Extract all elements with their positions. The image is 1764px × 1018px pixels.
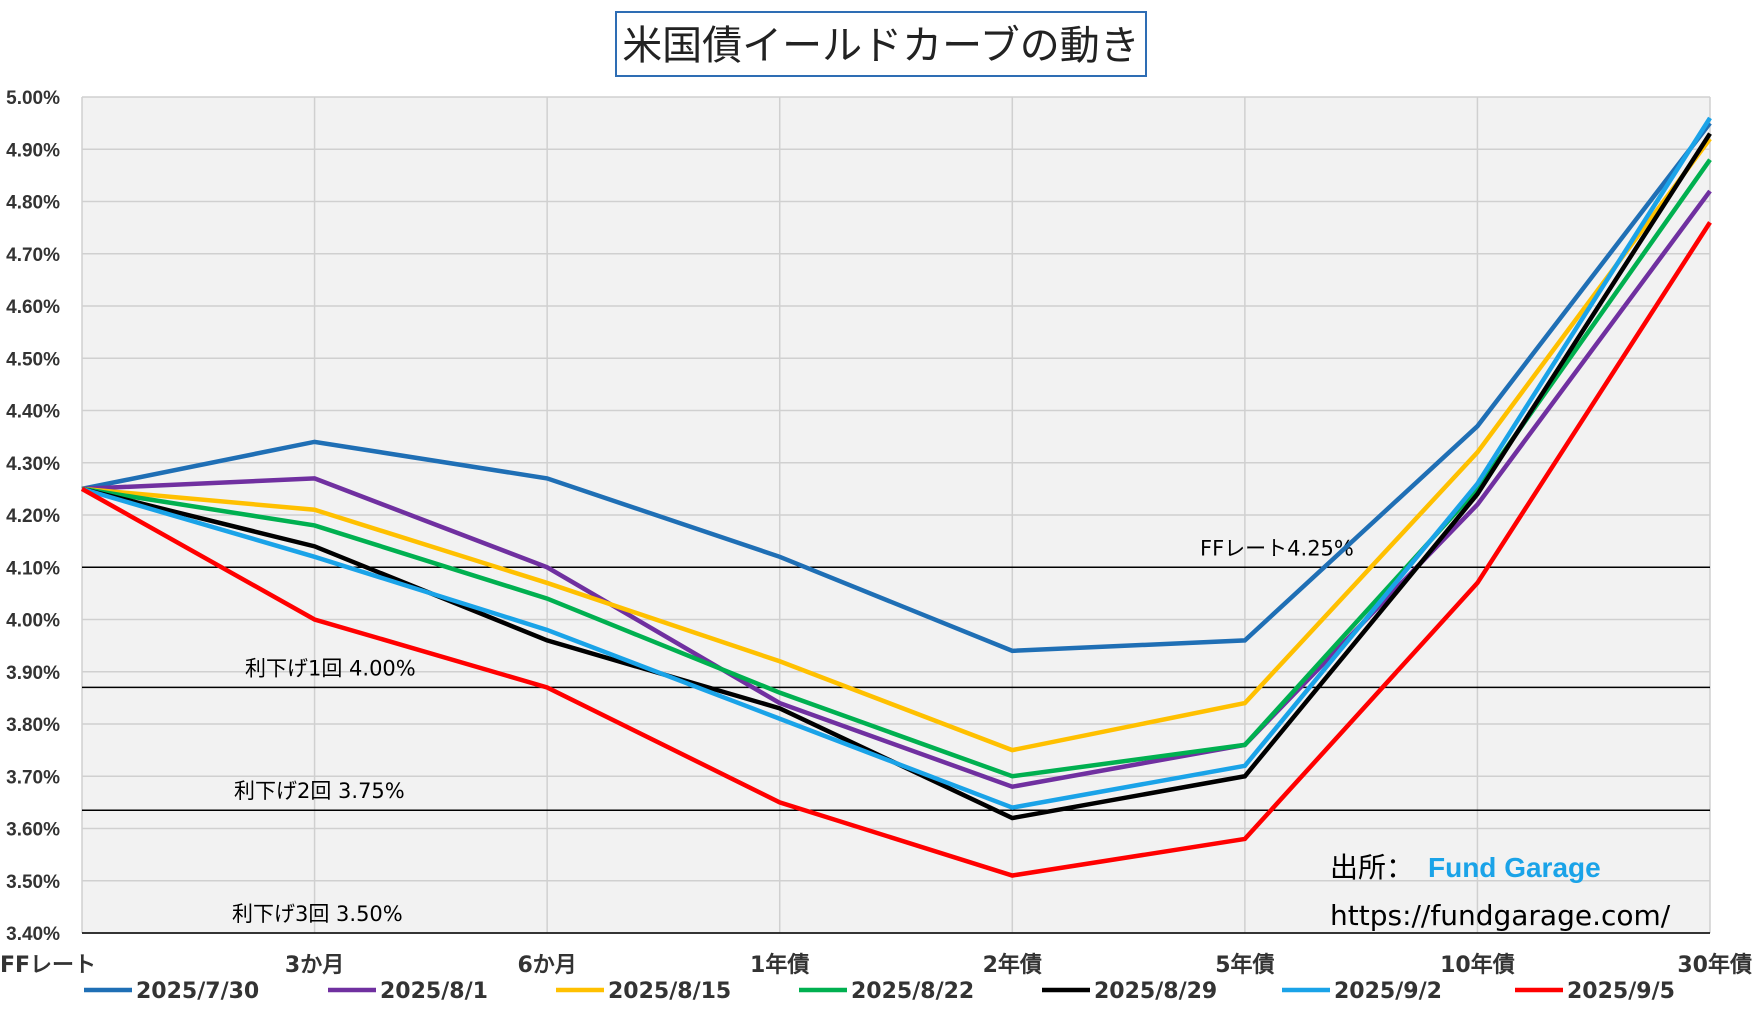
y-tick-label: 4.30% (6, 454, 60, 475)
y-tick-label: 4.20% (6, 506, 60, 527)
x-tick-label: FFレート (0, 953, 96, 978)
series-line (80, 221, 1712, 878)
chart-title: 米国債イールドカーブの動き (622, 23, 1140, 69)
y-tick-label: 3.80% (6, 715, 60, 736)
source-url: https://fundgarage.com/ (1330, 899, 1671, 932)
y-tick-label: 5.00% (6, 88, 60, 109)
title-frame (615, 11, 1147, 77)
y-tick-label: 4.70% (6, 245, 60, 266)
y-tick-label: 3.40% (6, 924, 60, 945)
source-label: 出所： (1330, 851, 1414, 884)
y-axis-ticks: 3.40% 3.50% 3.60% 3.70% 3.80% 3.90% 4.00% 4.10%… (6, 88, 60, 945)
y-tick-label: 4.90% (6, 140, 60, 161)
y-tick-label: 4.60% (6, 297, 60, 318)
grid-lines (81, 96, 1711, 934)
legend: 2025/7/30 2025/8/1 2025/8/15 2025/8/22 2025/… (84, 979, 1675, 1004)
x-tick-label: 5年債 (1215, 952, 1274, 978)
y-tick-label: 4.80% (6, 193, 60, 214)
y-tick-label: 3.60% (6, 820, 60, 841)
series-line (81, 137, 1712, 753)
x-tick-label: 2年債 (983, 952, 1042, 978)
y-tick-label: 4.10% (6, 558, 60, 579)
source-name: Fund Garage (1428, 852, 1601, 883)
x-tick-label: 30年債 (1677, 952, 1752, 978)
legend-label: 2025/7/30 (136, 979, 259, 1004)
source-credit: 出所： Fund Garage https://fundgarage.com/ (1330, 851, 1671, 932)
legend-label: 2025/8/29 (1094, 979, 1217, 1004)
legend-label: 2025/8/15 (608, 979, 731, 1004)
series-line (81, 121, 1712, 654)
x-axis-ticks: FFレート 3か月 6か月 1年債 2年債 5年債 10年債 30年債 (0, 952, 1752, 978)
reference-line-label: FFレート4.25% (1200, 536, 1354, 560)
y-tick-label: 3.50% (6, 872, 60, 893)
y-tick-label: 3.90% (6, 663, 60, 684)
reference-line-label: 利下げ2回 3.75% (234, 779, 405, 803)
x-tick-label: 1年債 (750, 952, 809, 978)
y-tick-label: 4.50% (6, 349, 60, 370)
legend-label: 2025/8/1 (380, 979, 488, 1004)
y-tick-label: 4.00% (6, 611, 60, 632)
series-line (81, 116, 1712, 810)
reference-line-label: 利下げ3回 3.50% (232, 902, 403, 926)
x-tick-label: 3か月 (285, 953, 344, 978)
y-tick-label: 4.40% (6, 402, 60, 423)
legend-label: 2025/9/2 (1334, 979, 1442, 1004)
reference-line-label: 利下げ1回 4.00% (245, 656, 416, 680)
series-lines (80, 116, 1712, 878)
x-tick-label: 10年債 (1440, 952, 1515, 978)
x-tick-label: 6か月 (517, 953, 576, 978)
legend-label: 2025/9/5 (1567, 979, 1675, 1004)
legend-label: 2025/8/22 (851, 979, 974, 1004)
y-tick-label: 3.70% (6, 767, 60, 788)
